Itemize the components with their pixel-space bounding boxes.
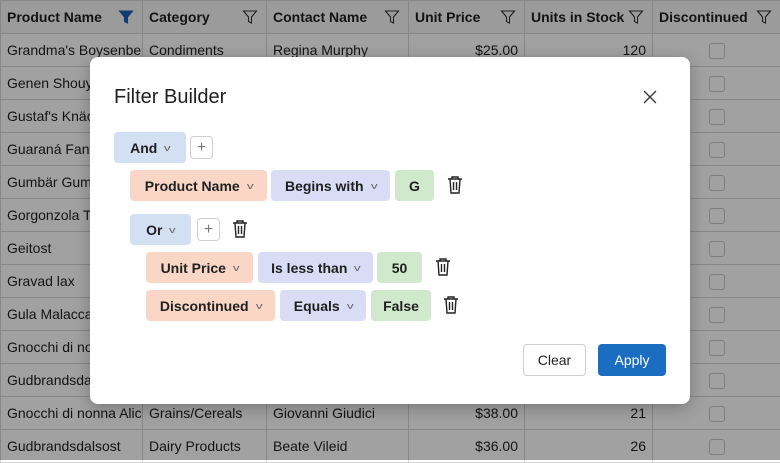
dialog-title: Filter Builder xyxy=(114,86,226,109)
condition-value[interactable]: 50 xyxy=(377,252,422,283)
add-condition-button[interactable]: + xyxy=(190,136,213,159)
operator-label: Is less than xyxy=(271,260,347,276)
condition-value[interactable]: G xyxy=(395,170,434,201)
close-icon[interactable] xyxy=(640,87,660,107)
condition-operator[interactable]: Begins with v xyxy=(271,170,390,201)
apply-button[interactable]: Apply xyxy=(598,344,666,376)
clear-button[interactable]: Clear xyxy=(523,344,586,376)
condition-value[interactable]: False xyxy=(371,290,431,321)
operator-label: Equals xyxy=(294,298,340,314)
chevron-down-icon: v xyxy=(247,181,254,191)
trash-icon[interactable] xyxy=(231,219,249,239)
chevron-down-icon: v xyxy=(370,181,377,191)
chevron-down-icon: v xyxy=(169,225,176,235)
trash-icon[interactable] xyxy=(434,257,452,277)
condition-field[interactable]: Unit Price v xyxy=(146,252,253,283)
field-label: Product Name xyxy=(145,178,240,194)
chevron-down-icon: v xyxy=(233,263,240,273)
condition-operator[interactable]: Is less than v xyxy=(258,252,373,283)
chevron-down-icon: v xyxy=(255,301,262,311)
chevron-down-icon: v xyxy=(347,301,354,311)
chevron-down-icon: v xyxy=(164,143,171,153)
group-label: Or xyxy=(146,222,162,238)
add-condition-button[interactable]: + xyxy=(197,218,220,241)
trash-icon[interactable] xyxy=(442,295,460,315)
trash-icon[interactable] xyxy=(446,175,464,195)
condition-field[interactable]: Product Name v xyxy=(130,170,267,201)
condition-field[interactable]: Discontinued v xyxy=(146,290,275,321)
operator-label: Begins with xyxy=(285,178,364,194)
group-label: And xyxy=(130,140,157,156)
field-label: Unit Price xyxy=(161,260,226,276)
field-label: Discontinued xyxy=(160,298,249,314)
chevron-down-icon: v xyxy=(354,263,361,273)
